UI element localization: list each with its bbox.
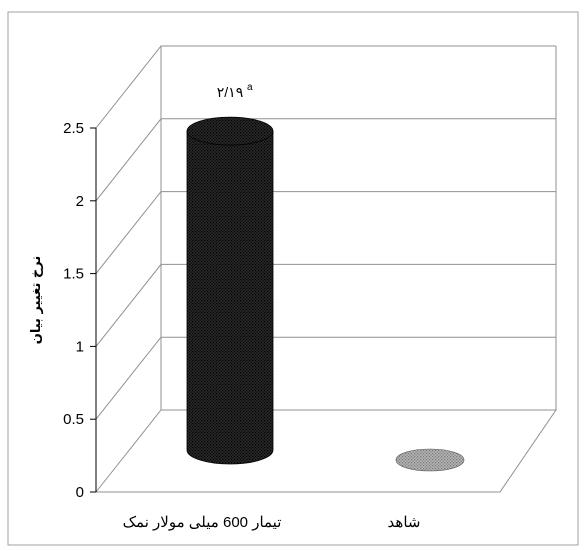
- bar: [186, 116, 274, 465]
- bar-top: [395, 448, 465, 472]
- gridlines: [95, 45, 556, 420]
- floor-outline: [95, 409, 557, 493]
- gridline: [95, 336, 556, 420]
- y-tick-label: 1.5: [63, 266, 84, 283]
- category-label: شاهد: [388, 514, 421, 531]
- bars: [186, 116, 465, 472]
- bar-top: [186, 116, 274, 146]
- y-tick-label: 1: [76, 338, 84, 355]
- gridline: [95, 118, 556, 202]
- gridline: [95, 263, 556, 347]
- gridline: [95, 45, 556, 129]
- y-tick-label: 2.5: [63, 120, 84, 137]
- y-axis: [90, 127, 97, 493]
- category-labels: تیمار 600 میلی مولار نمک شاهد: [123, 514, 421, 531]
- category-label: تیمار 600 میلی مولار نمک: [123, 514, 282, 531]
- bar-body: [186, 130, 274, 465]
- bar: [395, 448, 465, 472]
- y-axis-title: نرخ تغییر بیان: [29, 256, 44, 344]
- plot-walls: [95, 46, 557, 493]
- y-tick-label: 0: [76, 484, 84, 501]
- data-labels: ۲/۱۹ a: [217, 82, 253, 100]
- gridline: [95, 191, 556, 274]
- outer-frame: [7, 11, 579, 546]
- data-label: ۲/۱۹: [217, 84, 243, 100]
- y-tick-label: 0.5: [63, 411, 84, 428]
- y-tick-label: 2: [76, 193, 84, 210]
- data-label-superscript: a: [247, 82, 253, 93]
- y-tick-labels: 0 0.5 1 1.5 2 2.5: [63, 120, 84, 501]
